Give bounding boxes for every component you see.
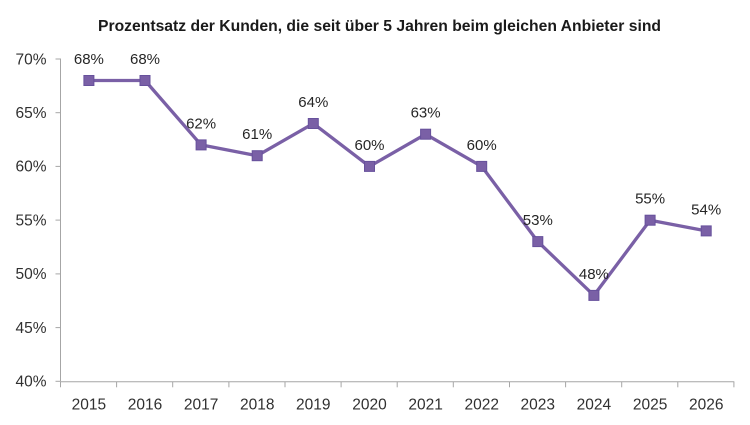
svg-text:2022: 2022 <box>464 396 498 413</box>
svg-text:55%: 55% <box>635 191 665 208</box>
svg-text:2021: 2021 <box>408 396 442 413</box>
svg-text:45%: 45% <box>15 320 46 337</box>
svg-text:68%: 68% <box>130 51 160 68</box>
svg-text:68%: 68% <box>74 51 104 68</box>
svg-text:70%: 70% <box>15 51 46 68</box>
svg-text:2017: 2017 <box>184 396 218 413</box>
svg-text:2026: 2026 <box>689 396 723 413</box>
svg-text:65%: 65% <box>15 105 46 122</box>
svg-text:Prozentsatz der Kunden, die se: Prozentsatz der Kunden, die seit über 5 … <box>98 18 661 35</box>
svg-text:2019: 2019 <box>296 396 330 413</box>
svg-text:40%: 40% <box>15 374 46 391</box>
svg-text:2020: 2020 <box>352 396 387 413</box>
svg-text:63%: 63% <box>411 105 441 122</box>
svg-text:55%: 55% <box>15 212 46 229</box>
svg-text:2025: 2025 <box>633 396 667 413</box>
svg-text:2016: 2016 <box>128 396 162 413</box>
svg-text:64%: 64% <box>298 94 328 111</box>
svg-text:50%: 50% <box>15 266 46 283</box>
svg-text:54%: 54% <box>691 201 721 218</box>
svg-text:60%: 60% <box>467 137 497 154</box>
svg-text:60%: 60% <box>15 159 46 176</box>
svg-text:2024: 2024 <box>577 396 612 413</box>
svg-text:48%: 48% <box>579 266 609 283</box>
svg-text:62%: 62% <box>186 115 216 132</box>
svg-text:2018: 2018 <box>240 396 274 413</box>
svg-text:60%: 60% <box>354 137 384 154</box>
svg-text:53%: 53% <box>523 212 553 229</box>
svg-text:2015: 2015 <box>72 396 106 413</box>
svg-text:2023: 2023 <box>521 396 555 413</box>
svg-text:61%: 61% <box>242 126 272 143</box>
